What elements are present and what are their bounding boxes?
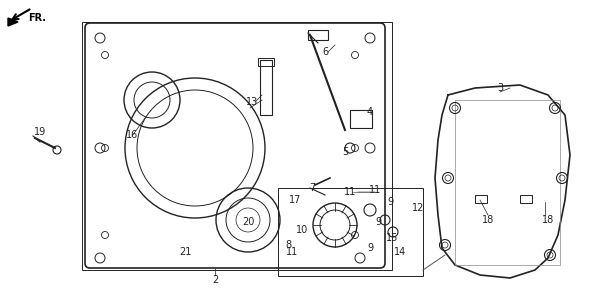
Bar bbox=[350, 110, 372, 128]
Text: 11: 11 bbox=[344, 187, 356, 197]
Text: 18: 18 bbox=[482, 215, 494, 225]
Bar bbox=[260, 60, 272, 115]
Text: 13: 13 bbox=[246, 97, 258, 107]
Text: 2: 2 bbox=[212, 275, 218, 285]
Text: 9: 9 bbox=[367, 243, 373, 253]
Text: FR.: FR. bbox=[28, 13, 46, 23]
Text: 16: 16 bbox=[126, 130, 138, 140]
Bar bbox=[308, 30, 328, 40]
Text: 17: 17 bbox=[289, 195, 301, 205]
Bar bbox=[278, 188, 423, 276]
Bar bbox=[258, 58, 274, 66]
Text: 6: 6 bbox=[322, 47, 328, 57]
Bar bbox=[455, 100, 560, 265]
Text: 20: 20 bbox=[242, 217, 254, 227]
Text: 7: 7 bbox=[309, 183, 315, 193]
Bar bbox=[475, 195, 487, 203]
Text: 19: 19 bbox=[34, 127, 46, 137]
Text: 3: 3 bbox=[497, 83, 503, 93]
Text: 21: 21 bbox=[179, 247, 191, 257]
Text: 10: 10 bbox=[296, 225, 308, 235]
Bar bbox=[82, 22, 392, 270]
Text: 14: 14 bbox=[394, 247, 406, 257]
Text: 15: 15 bbox=[386, 233, 398, 243]
Text: 11: 11 bbox=[286, 247, 298, 257]
Text: 8: 8 bbox=[285, 240, 291, 250]
Bar bbox=[520, 195, 532, 203]
Text: 9: 9 bbox=[375, 217, 381, 227]
FancyBboxPatch shape bbox=[85, 23, 385, 268]
Text: 18: 18 bbox=[542, 215, 554, 225]
Text: 9: 9 bbox=[387, 197, 393, 207]
Text: 12: 12 bbox=[412, 203, 424, 213]
Text: 5: 5 bbox=[342, 147, 348, 157]
Text: 11: 11 bbox=[369, 185, 381, 195]
Text: 4: 4 bbox=[367, 107, 373, 117]
Polygon shape bbox=[8, 18, 18, 26]
